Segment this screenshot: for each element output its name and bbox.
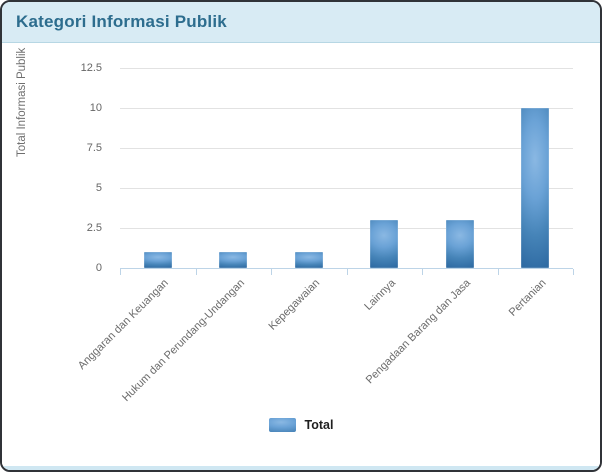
legend-label: Total xyxy=(304,418,334,432)
y-grid-line xyxy=(120,68,573,69)
x-category-label: Hukum dan Perundang-Undangan xyxy=(119,277,247,404)
chart-plot-area: Total Informasi Publik Total 0 2.5 5 7.5 10 1… xyxy=(2,43,600,465)
x-axis-line xyxy=(120,268,573,269)
bar-lainnya[interactable] xyxy=(370,220,399,268)
chart-legend[interactable]: Total xyxy=(2,418,600,432)
legend-swatch-icon xyxy=(268,418,296,432)
x-axis-tick xyxy=(120,269,121,275)
x-axis-tick xyxy=(346,269,348,275)
y-tick-label: 12.5 xyxy=(80,62,102,74)
y-grid-line xyxy=(120,108,573,109)
y-grid-line xyxy=(120,228,573,229)
y-tick-label: 2.5 xyxy=(86,222,102,234)
bar-anggaran-dan-keuangan[interactable] xyxy=(143,252,172,268)
x-axis-tick xyxy=(422,269,423,275)
y-grid-line xyxy=(120,148,573,149)
y-grid-line xyxy=(120,188,573,189)
y-tick-label: 5 xyxy=(95,182,102,194)
x-category-label: Pertanian xyxy=(506,277,549,319)
bar-pengadaan-barang-dan-jasa[interactable] xyxy=(445,220,474,268)
x-axis-tick xyxy=(573,269,574,275)
page-title: Kategori Informasi Publik xyxy=(16,12,227,31)
card-header: Kategori Informasi Publik xyxy=(2,2,600,43)
y-tick-label: 10 xyxy=(89,102,102,114)
bar-pertanian[interactable] xyxy=(521,108,550,268)
y-tick-label: 7.5 xyxy=(86,142,102,154)
x-category-label: Lainnya xyxy=(361,277,398,313)
y-axis-title: Total Informasi Publik xyxy=(16,47,28,157)
x-axis-tick xyxy=(195,269,197,275)
bar-hukum-dan-perundang-undangan[interactable] xyxy=(219,252,248,268)
bar-kepegawaian[interactable] xyxy=(294,252,323,268)
x-category-label: Kepegawaian xyxy=(266,277,323,333)
footer-strip xyxy=(2,466,600,470)
x-axis-tick xyxy=(497,269,499,275)
y-tick-label: 0 xyxy=(95,262,102,274)
x-axis-tick xyxy=(271,269,272,275)
